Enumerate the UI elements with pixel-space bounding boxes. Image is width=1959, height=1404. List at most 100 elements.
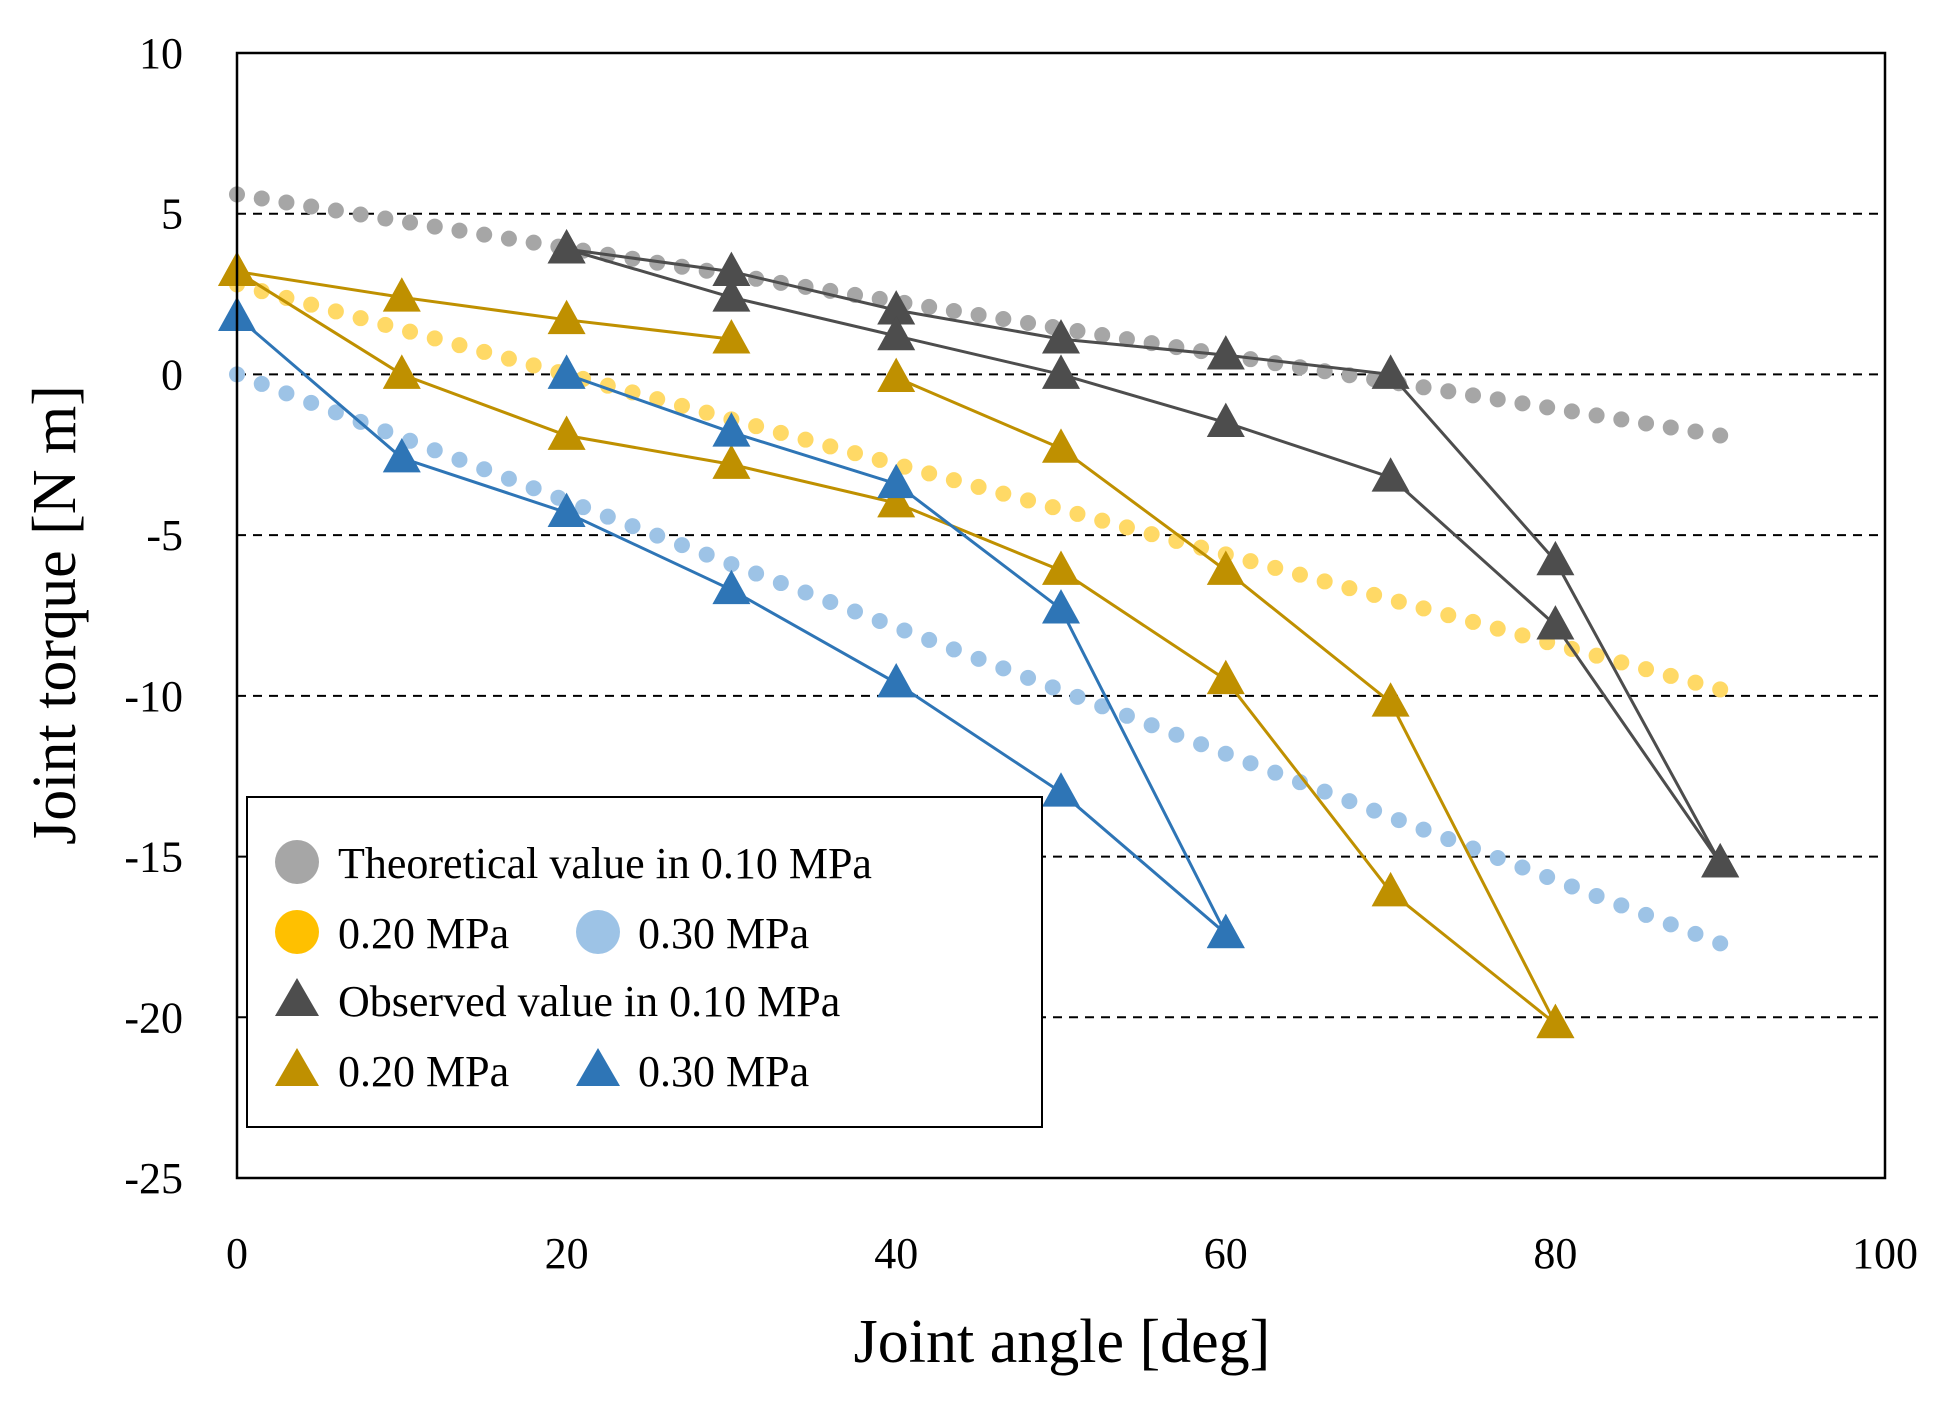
theory-point xyxy=(1267,559,1284,576)
theory-point xyxy=(1687,674,1704,691)
theory-point xyxy=(1440,831,1457,848)
theory-point xyxy=(1687,925,1704,942)
theory-point xyxy=(402,323,419,340)
observed-point xyxy=(712,319,751,354)
y-tick-label: -10 xyxy=(124,672,183,721)
observed-line xyxy=(566,247,1722,864)
theory-point xyxy=(1613,411,1630,428)
theory-point xyxy=(476,343,493,360)
theory-point xyxy=(723,556,740,573)
theory-point xyxy=(1638,415,1655,432)
observed-point xyxy=(547,299,586,335)
legend-obs-010-marker xyxy=(275,978,319,1016)
theory-point xyxy=(797,584,814,601)
theory-point xyxy=(426,218,443,235)
y-tick-label: 5 xyxy=(161,190,183,239)
theory-point xyxy=(1291,359,1308,376)
theory-point xyxy=(1489,391,1506,408)
x-axis-title: Joint angle [deg] xyxy=(854,1308,1271,1376)
theory-point xyxy=(451,337,468,354)
theory-point xyxy=(1193,343,1210,360)
theory-point xyxy=(748,418,765,435)
theory-point xyxy=(1020,492,1037,509)
legend-box xyxy=(246,796,1043,1128)
series-obs-010 xyxy=(547,229,1740,878)
theory-point xyxy=(1168,339,1185,356)
theory-point xyxy=(945,302,962,319)
theory-point xyxy=(1044,499,1061,516)
observed-point xyxy=(1206,913,1245,949)
observed-point xyxy=(382,438,421,473)
x-tick-label: 100 xyxy=(1852,1229,1918,1278)
observed-point xyxy=(1042,428,1080,463)
theory-point xyxy=(896,622,913,639)
observed-point xyxy=(712,569,751,605)
x-tick-label: 40 xyxy=(874,1229,918,1278)
theory-point xyxy=(921,465,938,482)
theory-point xyxy=(402,214,419,231)
observed-point xyxy=(1042,319,1080,354)
theory-point xyxy=(1440,383,1457,400)
legend-obs-010-label: Observed value in 0.10 MPa xyxy=(338,977,840,1026)
observed-point xyxy=(877,483,916,518)
theory-point xyxy=(995,660,1012,677)
theory-point xyxy=(1366,802,1383,819)
observed-point xyxy=(877,663,916,698)
observed-point xyxy=(877,315,916,351)
theory-point xyxy=(476,226,493,243)
observed-point xyxy=(1042,354,1080,389)
theory-point xyxy=(1662,667,1679,684)
observed-point xyxy=(382,277,421,312)
theory-point xyxy=(500,230,517,247)
theory-point xyxy=(1341,580,1358,597)
x-tick-labels: 0 20 40 60 80 100 xyxy=(226,1229,1918,1278)
theory-point xyxy=(1069,505,1086,522)
theory-point xyxy=(772,424,789,441)
y-tick-label: -25 xyxy=(124,1154,183,1203)
series-layer xyxy=(218,186,1740,1039)
theory-point xyxy=(1316,783,1333,800)
theory-point xyxy=(822,438,839,455)
theory-point xyxy=(1143,717,1160,734)
observed-point xyxy=(547,229,586,264)
observed-point xyxy=(877,290,916,325)
legend-theory-010-marker xyxy=(275,840,319,884)
theory-point xyxy=(253,283,270,300)
theory-point xyxy=(303,394,320,411)
theory-point xyxy=(303,198,320,215)
theory-point xyxy=(1168,726,1185,743)
legend-obs-020-marker xyxy=(275,1048,319,1086)
theory-point xyxy=(921,298,938,315)
theory-point xyxy=(1267,764,1284,781)
theory-point xyxy=(599,508,616,525)
theory-point xyxy=(1069,688,1086,705)
observed-point xyxy=(712,277,751,312)
observed-point xyxy=(1536,1003,1575,1039)
observed-point xyxy=(712,412,751,447)
theory-point xyxy=(1539,399,1556,416)
observed-point xyxy=(1042,589,1080,624)
theory-point xyxy=(847,603,863,620)
observed-point xyxy=(712,251,751,286)
theory-point xyxy=(525,480,542,497)
theory-point xyxy=(1217,745,1234,762)
theory-point xyxy=(1440,607,1457,624)
theory-point xyxy=(1613,654,1630,671)
theory-point xyxy=(1193,539,1210,556)
theory-point xyxy=(352,206,369,223)
theory-point xyxy=(698,546,715,563)
theory-point xyxy=(1094,327,1111,344)
theory-point xyxy=(921,631,938,648)
theory-point xyxy=(1563,878,1580,895)
theory-point xyxy=(500,470,517,487)
theory-point xyxy=(426,330,443,347)
theory-point xyxy=(1316,573,1333,590)
observed-line xyxy=(566,247,1722,864)
theory-point xyxy=(1242,755,1259,772)
theory-point xyxy=(327,404,344,421)
theory-point xyxy=(377,423,394,440)
theory-point xyxy=(253,375,270,392)
theory-point xyxy=(1465,387,1481,404)
theory-point xyxy=(772,575,789,592)
observed-point xyxy=(1536,540,1575,576)
